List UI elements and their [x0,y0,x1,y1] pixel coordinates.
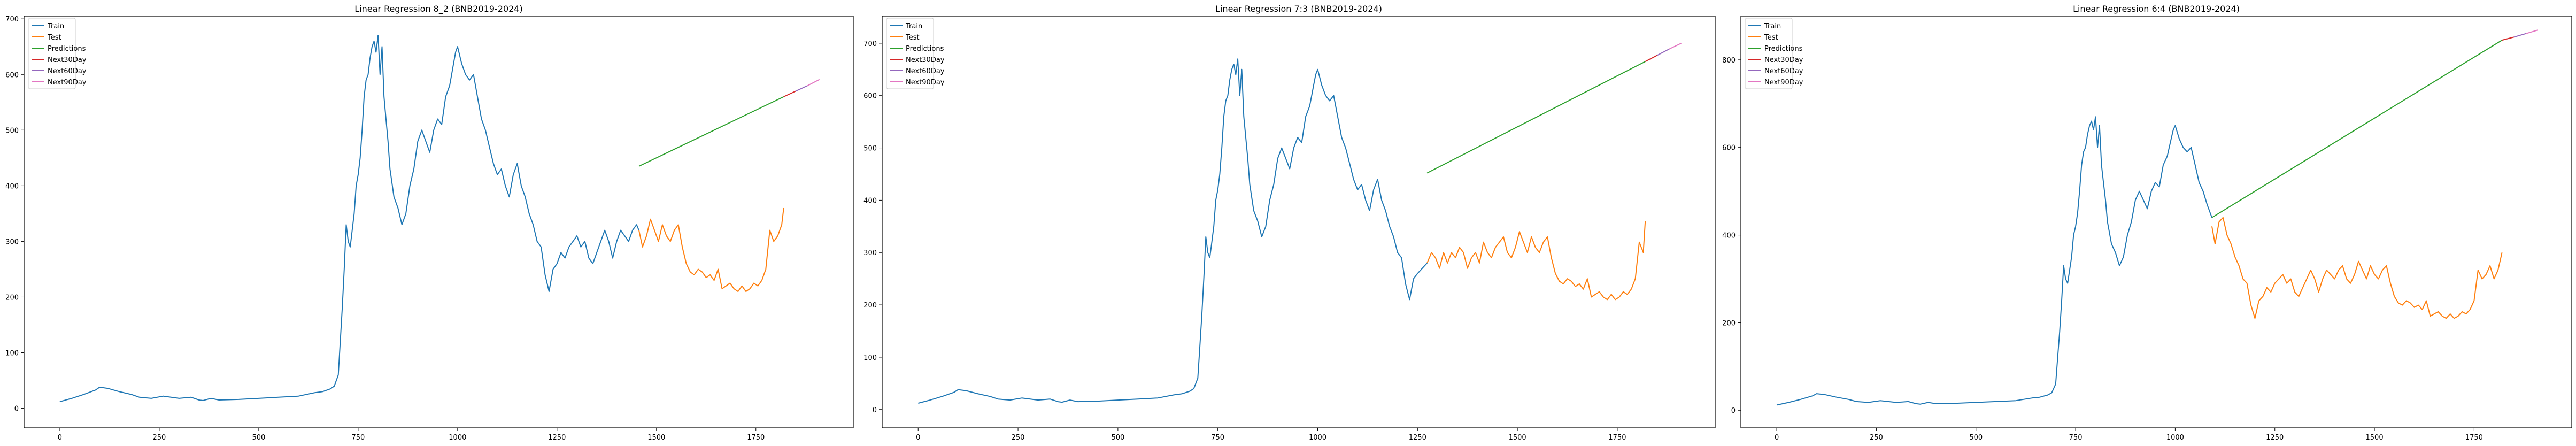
series-line-test [638,207,784,293]
x-tick-label: 1000 [1309,434,1326,442]
chart-3: Linear Regression 6:4 (BNB2019-2024) 0 250… [1722,4,2572,442]
series-line-test [2211,217,2503,319]
y-tick-label: 100 [5,350,19,358]
series-line-next30day [783,90,796,97]
legend-label: Next90Day [1764,79,1803,87]
legend-label: Next90Day [906,79,945,87]
series-line-next90day [1669,42,1682,50]
axes-frame [1740,16,2572,428]
y-tick-label: 400 [5,182,19,190]
series-line-next60day [795,85,808,92]
y-tick-label: 700 [863,40,877,48]
legend-label: Next60Day [48,67,87,75]
series-line-train [59,35,639,403]
y-tick-label: 200 [1722,319,1736,327]
legend-label: Test [47,34,61,42]
y-tick-label: 500 [863,145,877,153]
x-tick-label: 1000 [2166,434,2184,442]
chart-2: Linear Regression 7:3 (BNB2019-2024) 0 250… [863,4,1716,442]
series-line-predictions [638,96,784,167]
y-tick-label: 0 [1731,407,1736,415]
axes-frame [24,16,854,428]
y-tick-label: 200 [863,302,877,310]
legend-label: Next60Day [1764,67,1803,75]
x-tick-label: 250 [1870,434,1883,442]
legend-label: Predictions [1764,45,1803,53]
x-tick-label: 250 [1012,434,1025,442]
x-tick-label: 500 [252,434,265,442]
x-tick-label: 1500 [1509,434,1526,442]
legend-label: Test [1764,34,1778,42]
series-line-next60day [1657,48,1670,56]
legend-label: Predictions [48,45,86,53]
y-tick-label: 800 [1722,57,1736,65]
legend-label: Next30Day [48,56,87,64]
series-line-predictions [2211,40,2503,218]
x-tick-label: 0 [1775,434,1779,442]
y-tick-label: 0 [873,406,877,414]
legend-label: Train [1764,22,1781,30]
legend-label: Test [905,34,920,42]
legend-label: Next30Day [906,56,945,64]
y-tick-label: 200 [5,294,19,302]
y-tick-label: 400 [863,197,877,205]
chart-title: Linear Regression 6:4 (BNB2019-2024) [2073,4,2240,14]
chart-title: Linear Regression 8_2 (BNB2019-2024) [354,4,522,14]
series-line-next90day [807,79,820,86]
series-line-test [1426,221,1646,301]
y-tick-label: 600 [863,93,877,101]
x-tick-label: 1250 [1409,434,1426,442]
legend-label: Train [905,22,922,30]
legend-label: Next30Day [1764,56,1803,64]
x-tick-label: 1750 [1608,434,1626,442]
x-tick-label: 500 [1969,434,1983,442]
legend-label: Predictions [906,45,944,53]
series-line-predictions [1426,61,1646,174]
series-line-next30day [2502,36,2515,41]
y-tick-label: 300 [5,238,19,246]
y-tick-label: 100 [863,354,877,362]
x-tick-label: 1500 [647,434,665,442]
x-tick-label: 1500 [2366,434,2384,442]
x-tick-label: 1750 [2465,434,2483,442]
series-line-next30day [1645,55,1658,62]
chart-1: Linear Regression 8_2 (BNB2019-2024) 0 250… [5,4,854,442]
legend-label: Train [47,22,64,30]
series-line-next60day [2513,33,2526,38]
legend-label: Next90Day [48,79,87,87]
x-tick-label: 1750 [747,434,765,442]
x-tick-label: 500 [1111,434,1124,442]
y-tick-label: 300 [863,249,877,257]
series-line-train [918,58,1428,404]
x-tick-label: 0 [58,434,62,442]
series-line-next90day [2526,29,2538,34]
legend-label: Next60Day [906,67,945,75]
x-tick-label: 0 [916,434,920,442]
x-tick-label: 1000 [449,434,466,442]
y-tick-label: 0 [14,405,19,413]
y-tick-label: 600 [5,71,19,79]
y-tick-label: 700 [5,16,19,24]
y-tick-label: 400 [1722,232,1736,240]
x-tick-label: 1250 [548,434,566,442]
series-line-train [1776,116,2212,406]
x-tick-label: 750 [1211,434,1224,442]
y-tick-label: 600 [1722,144,1736,152]
y-tick-label: 500 [5,127,19,135]
x-tick-label: 250 [153,434,166,442]
x-tick-label: 750 [2069,434,2083,442]
chart-title: Linear Regression 7:3 (BNB2019-2024) [1215,4,1382,14]
axes-frame [882,16,1716,428]
x-tick-label: 750 [351,434,365,442]
x-tick-label: 1250 [2266,434,2284,442]
